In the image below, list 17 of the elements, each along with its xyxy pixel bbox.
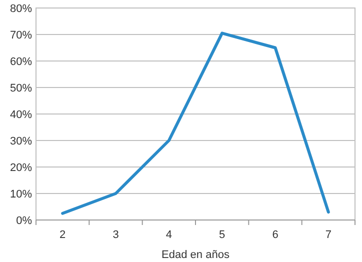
y-tick-label: 70%	[10, 29, 32, 42]
y-tick-label: 0%	[16, 214, 32, 227]
line-series	[61, 32, 330, 215]
x-tick-label: 3	[112, 229, 119, 241]
y-tick-label: 10%	[10, 188, 32, 200]
x-tick-label: 7	[325, 229, 332, 241]
y-tick-label: 20%	[10, 162, 32, 174]
y-tick-label: 30%	[10, 135, 32, 148]
y-tick-label: 50%	[10, 82, 32, 94]
y-tick-label: 80%	[10, 2, 32, 15]
x-tick-label: 5	[219, 229, 226, 241]
x-tick-label: 6	[272, 229, 278, 241]
y-tick-label: 40%	[10, 108, 32, 121]
x-tick-label: 4	[166, 229, 172, 241]
x-axis-title: Edad en años	[162, 249, 230, 261]
y-tick-label: 60%	[10, 56, 32, 68]
x-tick-label: 2	[60, 229, 66, 241]
